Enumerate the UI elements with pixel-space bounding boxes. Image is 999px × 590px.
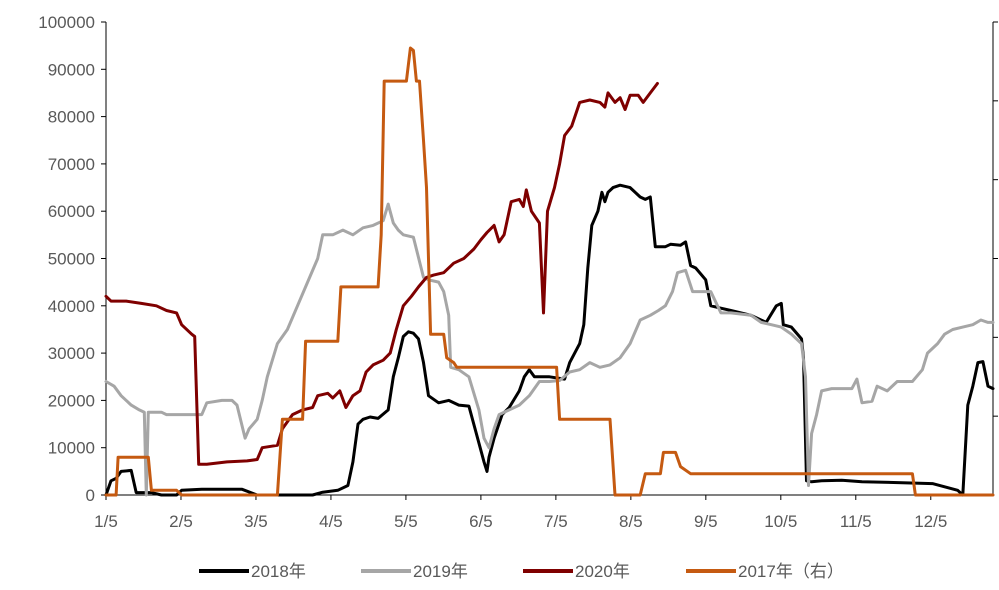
legend-label: 2017年（右） <box>738 562 844 581</box>
y-tick-label: 10000 <box>48 439 95 458</box>
series-line-0 <box>104 183 995 497</box>
x-tick-label: 6/5 <box>469 512 493 531</box>
x-tick-label: 8/5 <box>619 512 643 531</box>
series-line-3 <box>104 46 995 497</box>
y-tick-label: 80000 <box>48 108 95 127</box>
y-tick-label: 70000 <box>48 155 95 174</box>
x-tick-label: 2/5 <box>169 512 193 531</box>
y-tick-label: 20000 <box>48 391 95 410</box>
y-tick-label: 30000 <box>48 344 95 363</box>
y2-ticks <box>993 21 998 417</box>
legend-label: 2019年 <box>413 562 468 581</box>
x-tick-label: 11/5 <box>840 512 872 531</box>
x-tick-label: 9/5 <box>694 512 718 531</box>
x-tick-label: 3/5 <box>244 512 268 531</box>
y-ticks: 0 10000 20000 30000 40000 50000 60000 70000 8000… <box>38 13 106 505</box>
y-tick-label: 100000 <box>38 13 95 32</box>
legend-label: 2018年 <box>251 562 306 581</box>
y-tick-label: 0 <box>86 486 95 505</box>
legend-label: 2020年 <box>575 562 630 581</box>
y-tick-label: 90000 <box>48 60 95 79</box>
y-tick-label: 40000 <box>48 297 95 316</box>
x-ticks: 1/5 2/5 3/5 4/5 5/5 6/5 7/5 8/5 9/5 10/5 11/5 12/5 <box>94 495 947 531</box>
x-tick-label: 12/5 <box>914 512 947 531</box>
x-tick-label: 7/5 <box>544 512 568 531</box>
x-tick-label: 4/5 <box>319 512 343 531</box>
y-tick-label: 50000 <box>48 250 95 269</box>
x-tick-label: 1/5 <box>94 512 118 531</box>
x-tick-label: 10/5 <box>764 512 797 531</box>
y-tick-label: 60000 <box>48 202 95 221</box>
legend: 2018年 2019年 2020年 2017年（右） <box>199 562 844 581</box>
series-lines <box>104 46 995 497</box>
series-line-1 <box>104 202 995 497</box>
series-line-2 <box>104 82 659 466</box>
axes <box>105 22 994 496</box>
x-tick-label: 5/5 <box>394 512 418 531</box>
